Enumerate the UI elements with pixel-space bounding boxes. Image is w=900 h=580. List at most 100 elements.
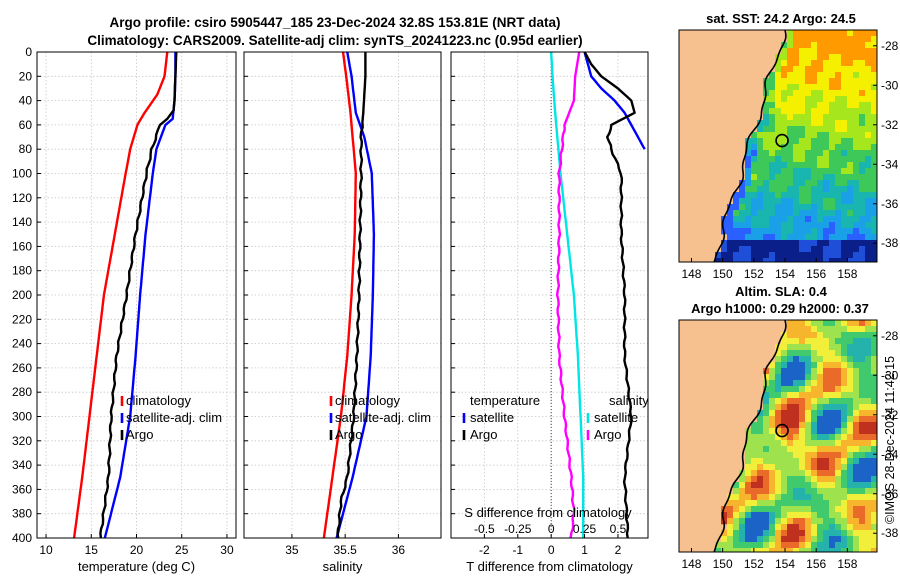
map-cell — [811, 548, 818, 553]
map-cell — [859, 36, 866, 43]
map-cell — [841, 222, 848, 229]
map-cell — [763, 482, 770, 489]
title-line-1: Argo profile: csiro 5905447_185 23-Dec-2… — [109, 15, 561, 30]
map-cell — [739, 470, 746, 477]
map-cell — [787, 548, 794, 553]
map-lon-label: 156 — [806, 267, 826, 281]
map-cell — [829, 240, 836, 247]
map-cell — [847, 440, 854, 447]
map-cell — [817, 350, 824, 357]
map-cell — [781, 234, 788, 241]
map-cell — [799, 78, 806, 85]
map-cell — [793, 72, 800, 79]
map-cell — [853, 72, 860, 79]
map-lat-label: -34 — [881, 447, 899, 461]
map-cell — [799, 132, 806, 139]
map-cell — [781, 368, 788, 375]
map-cell — [757, 452, 764, 459]
map-cell — [871, 252, 878, 259]
y-tick-label: 300 — [12, 410, 32, 424]
map-cell — [805, 174, 812, 181]
map-cell — [805, 210, 812, 217]
map-cell — [745, 258, 752, 263]
top-x-tick-label: 0.25 — [573, 522, 597, 536]
map-cell — [757, 518, 764, 525]
map-cell — [841, 548, 848, 553]
map-cell — [769, 126, 776, 133]
map-cell — [769, 374, 776, 381]
map-cell — [871, 96, 878, 103]
map-cell — [769, 252, 776, 259]
map-cell — [835, 362, 842, 369]
map-cell — [823, 398, 830, 405]
map-cell — [835, 332, 842, 339]
map-cell — [799, 494, 806, 501]
map-cell — [739, 192, 746, 199]
map-cell — [859, 500, 866, 507]
map-cell — [847, 416, 854, 423]
map-cell — [757, 168, 764, 175]
map-cell — [799, 542, 806, 549]
map-cell — [853, 446, 860, 453]
map-cell — [757, 180, 764, 187]
map-cell — [805, 494, 812, 501]
map-cell — [739, 488, 746, 495]
map-cell — [853, 120, 860, 127]
map-cell — [793, 156, 800, 163]
map-cell — [865, 506, 872, 513]
map-cell — [757, 410, 764, 417]
map-cell — [763, 162, 770, 169]
map-cell — [787, 362, 794, 369]
map-cell — [745, 446, 752, 453]
map-cell — [727, 240, 734, 247]
map-cell — [823, 162, 830, 169]
map-cell — [781, 144, 788, 151]
map-cell — [841, 78, 848, 85]
map-cell — [793, 386, 800, 393]
map-cell — [817, 524, 824, 531]
map-cell — [739, 542, 746, 549]
map-cell — [841, 60, 848, 67]
map-cell — [745, 530, 752, 537]
map-cell — [721, 240, 728, 247]
map-cell — [781, 470, 788, 477]
map-cell — [853, 216, 860, 223]
map-cell — [829, 96, 836, 103]
map-cell — [769, 78, 776, 85]
map-cell — [823, 512, 830, 519]
map-cell — [823, 90, 830, 97]
map-cell — [805, 368, 812, 375]
map-cell — [811, 144, 818, 151]
map-cell — [757, 542, 764, 549]
map-cell — [805, 168, 812, 175]
map-cell — [865, 434, 872, 441]
map-cell — [775, 410, 782, 417]
y-tick-label: 160 — [12, 239, 32, 253]
series-line-temperature-argo — [583, 51, 636, 539]
map-cell — [805, 332, 812, 339]
map-cell — [775, 386, 782, 393]
map-cell — [871, 350, 878, 357]
map-cell — [853, 428, 860, 435]
map-cell — [859, 392, 866, 399]
map-cell — [787, 434, 794, 441]
legend-title-temperature: temperature — [470, 393, 540, 408]
map-cell — [847, 252, 854, 259]
map-cell — [733, 482, 740, 489]
map-cell — [811, 168, 818, 175]
map-cell — [751, 234, 758, 241]
map-cell — [751, 198, 758, 205]
map-cell — [733, 506, 740, 513]
y-tick-label: 200 — [12, 288, 32, 302]
map-cell — [763, 548, 770, 553]
map-cell — [865, 102, 872, 109]
map-cell — [793, 548, 800, 553]
map-cell — [793, 150, 800, 157]
map-cell — [799, 258, 806, 263]
map-cell — [817, 210, 824, 217]
map-cell — [853, 434, 860, 441]
map-cell — [763, 138, 770, 145]
map-cell — [853, 392, 860, 399]
map-cell — [763, 222, 770, 229]
map-cell — [769, 422, 776, 429]
